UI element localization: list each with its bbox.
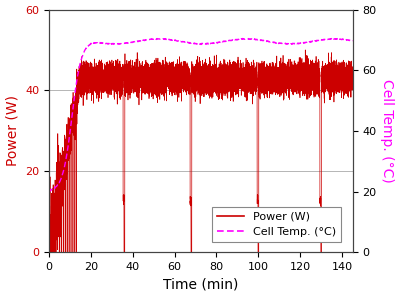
Y-axis label: Power (W): Power (W) <box>6 95 20 166</box>
Legend: Power (W), Cell Temp. (°C): Power (W), Cell Temp. (°C) <box>212 207 341 242</box>
X-axis label: Time (min): Time (min) <box>163 277 238 291</box>
Y-axis label: Cell Temp. (°C): Cell Temp. (°C) <box>380 79 394 183</box>
